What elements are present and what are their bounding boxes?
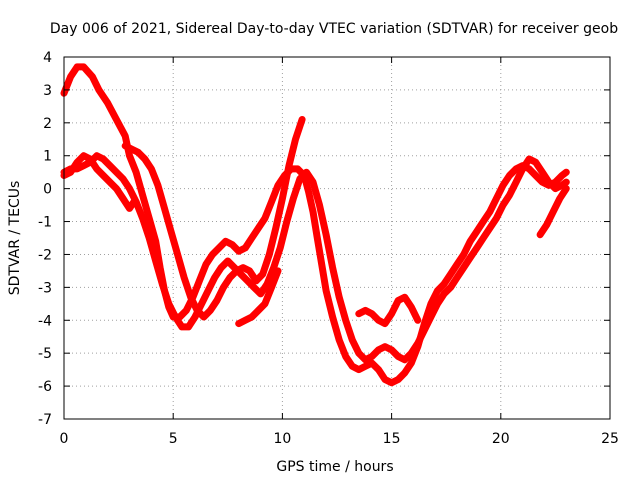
chart-title: Day 006 of 2021, Sidereal Day-to-day VTE… [50, 21, 618, 37]
y-tick-label: -4 [38, 313, 52, 329]
series-line-trace-7 [536, 185, 570, 239]
y-tick-label: 2 [43, 116, 52, 132]
axis-ticks: 0 5 10 15 20 25 -7 -6 -5 -4 -3 -2 -1 0 1 2 3 4 [38, 50, 619, 447]
series-line-trace-5 [235, 267, 282, 328]
series-line-trace-4 [60, 152, 138, 212]
series-line-trace-3 [121, 116, 306, 321]
series-line-trace-1 [60, 63, 570, 387]
y-tick-label: -6 [38, 379, 52, 395]
y-tick-label: -3 [38, 280, 52, 296]
y-tick-label: -5 [38, 346, 52, 362]
series-line-trace-2 [60, 152, 570, 364]
y-tick-label: 4 [43, 50, 52, 66]
x-tick-label: 0 [60, 431, 69, 447]
x-tick-label: 15 [383, 431, 401, 447]
data-series [60, 63, 570, 387]
x-tick-label: 25 [601, 431, 619, 447]
y-tick-label: 1 [43, 149, 52, 165]
x-axis-label: GPS time / hours [276, 459, 393, 475]
x-tick-label: 10 [273, 431, 291, 447]
y-tick-label: -7 [38, 412, 52, 428]
y-tick-label: 0 [43, 182, 52, 198]
y-tick-label: 3 [43, 83, 52, 99]
y-axis-label: SDTVAR / TECUs [7, 181, 23, 296]
y-tick-label: -2 [38, 247, 52, 263]
x-tick-label: 20 [492, 431, 510, 447]
series-line-trace-6 [355, 293, 422, 328]
y-tick-label: -1 [38, 215, 52, 231]
x-tick-label: 5 [169, 431, 178, 447]
plot-frame [63, 56, 611, 420]
